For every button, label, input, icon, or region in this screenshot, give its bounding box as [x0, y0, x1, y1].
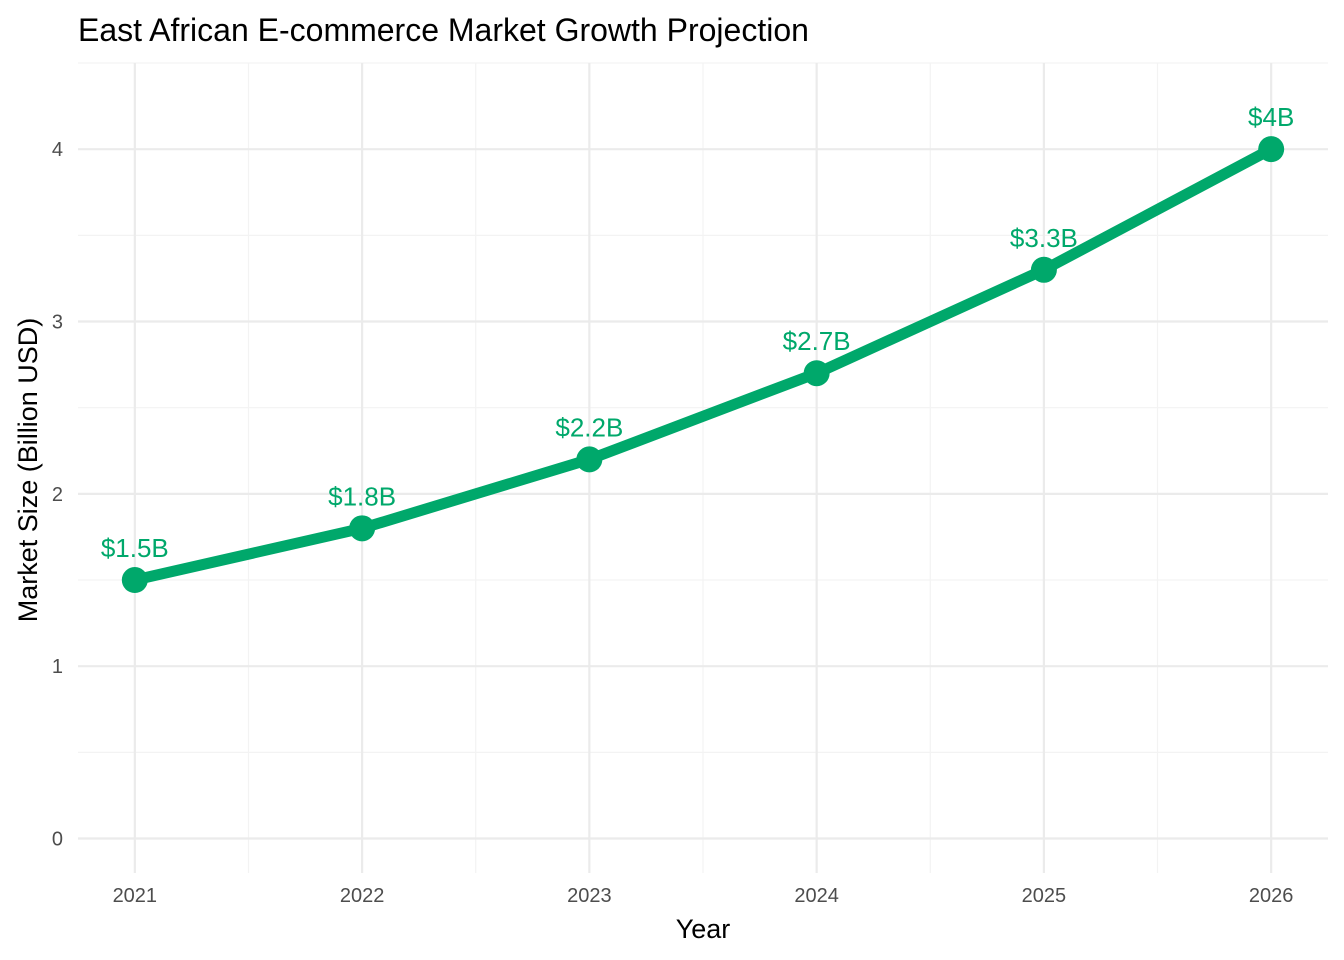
x-axis-ticks: 2021 2022 2023 2024 2025 2026	[113, 885, 1294, 907]
y-axis-ticks: 0 1 2 3 4	[52, 139, 63, 850]
x-tick-label: 2021	[113, 885, 158, 907]
data-label: $4B	[1248, 102, 1294, 132]
data-labels: $1.5B $1.8B $2.2B $2.7B $3.3B $4B	[101, 102, 1294, 563]
data-point	[803, 360, 830, 387]
data-label: $2.2B	[555, 412, 623, 442]
minor-gridlines	[78, 62, 1328, 873]
data-label: $2.7B	[783, 326, 851, 356]
data-point	[349, 515, 376, 542]
x-axis-title: Year	[676, 914, 731, 944]
y-tick-label: 1	[52, 656, 63, 678]
data-point	[1030, 256, 1057, 283]
x-tick-label: 2023	[567, 885, 612, 907]
series-line	[133, 144, 1274, 586]
data-point	[576, 446, 603, 473]
y-tick-label: 2	[52, 484, 63, 506]
data-label: $3.3B	[1010, 223, 1078, 253]
data-point	[1258, 136, 1285, 163]
y-axis-title: Market Size (Billion USD)	[13, 318, 43, 623]
y-tick-label: 0	[52, 829, 63, 851]
x-tick-label: 2022	[340, 885, 385, 907]
x-tick-label: 2026	[1249, 885, 1294, 907]
series-layer	[121, 136, 1285, 594]
data-label: $1.8B	[328, 481, 396, 511]
data-label: $1.5B	[101, 533, 169, 563]
x-tick-label: 2025	[1022, 885, 1067, 907]
y-tick-label: 4	[52, 139, 63, 161]
data-point	[121, 567, 148, 594]
x-tick-label: 2024	[794, 885, 839, 907]
chart-title: East African E-commerce Market Growth Pr…	[78, 12, 809, 48]
y-tick-label: 3	[52, 312, 63, 334]
